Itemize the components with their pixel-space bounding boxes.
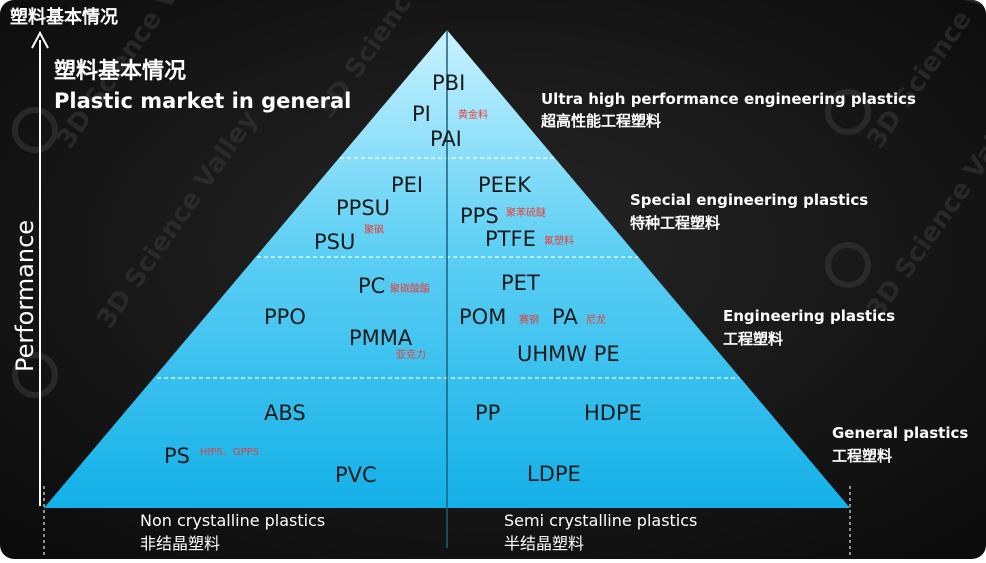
tier-label-ultra-en: Ultra high performance engineering plast… (541, 90, 916, 108)
tier-label-special-en: Special engineering plastics (630, 191, 868, 209)
material-label: PPO (264, 305, 306, 329)
semicrystalline-en: Semi crystalline plastics (504, 511, 697, 530)
material-label: POM (459, 305, 506, 329)
corner-title: 塑料基本情况 (10, 6, 118, 28)
material-note: 聚砜 (364, 224, 384, 236)
tier-label-ultra-cn: 超高性能工程塑料 (540, 112, 661, 130)
material-label: PP (475, 401, 500, 425)
material-label: PEEK (478, 173, 532, 197)
material-note: HIPS、GPPS (200, 447, 259, 458)
tier-label-engineering-en: Engineering plastics (723, 307, 895, 325)
crystallinity-labels: Non crystalline plastics 非结晶塑料 Semi crys… (140, 511, 697, 553)
tier-label-general-en: General plastics (832, 424, 968, 442)
material-label: PS (164, 444, 190, 468)
tier-ultra-materials: PBI PI PAI (412, 71, 465, 151)
material-label: PPS (460, 204, 499, 228)
watermark-logos (12, 89, 871, 398)
material-label: PMMA (349, 326, 413, 350)
axis-arrow-icon (31, 30, 49, 49)
tier-general-materials: ABS PS PVC PP HDPE LDPE (164, 401, 642, 487)
material-note: 聚苯硫醚 (506, 206, 546, 219)
noncrystalline-cn: 非结晶塑料 (140, 534, 220, 553)
material-label: PEI (391, 173, 423, 197)
tier-label-general-cn: 工程塑料 (832, 447, 892, 465)
material-label: UHMW PE (517, 342, 620, 366)
material-label: ABS (264, 401, 306, 425)
noncrystalline-en: Non crystalline plastics (140, 511, 325, 530)
material-label: PVC (335, 463, 377, 487)
material-label: PTFE (485, 227, 536, 251)
material-note: 黄金料 (458, 108, 488, 121)
watermark-logo-icon (12, 107, 58, 153)
material-label: PAI (430, 127, 462, 151)
material-label: HDPE (584, 401, 642, 425)
material-label: LDPE (527, 462, 581, 486)
material-label: PA (552, 305, 578, 329)
tier-special-notes: 聚砜 聚苯硫醚 氟塑料 (364, 206, 574, 247)
material-label: PPSU (336, 196, 390, 220)
tier-labels: Ultra high performance engineering plast… (540, 90, 968, 465)
material-note: 尼龙 (586, 313, 606, 326)
tier-label-special-cn: 特种工程塑料 (630, 214, 720, 232)
material-label: PC (358, 274, 385, 298)
material-note: 赛钢 (519, 313, 539, 326)
tier-special-materials: PEI PPSU PSU PEEK PPS PTFE (314, 173, 536, 254)
tier-engineering-materials: PC PPO PMMA PET POM PA UHMW PE (264, 271, 620, 366)
material-label: PI (412, 102, 431, 126)
watermark-logo-icon (825, 89, 871, 135)
title-cn: 塑料基本情况 (54, 58, 186, 84)
material-label: PET (501, 271, 540, 295)
tier-engineering-notes: 聚碳酸酯 亚克力 赛钢 尼龙 (390, 282, 606, 361)
watermark-logo-icon (825, 242, 871, 288)
semicrystalline-cn: 半结晶塑料 (504, 534, 584, 553)
title-en: Plastic market in general (54, 89, 351, 113)
tier-label-engineering-cn: 工程塑料 (723, 330, 783, 348)
material-label: PSU (314, 230, 355, 254)
material-label: PBI (432, 71, 465, 95)
material-note: 亚克力 (396, 348, 426, 361)
material-note: 聚碳酸酯 (390, 282, 430, 295)
watermark-logo-icon (12, 352, 58, 398)
material-note: 氟塑料 (544, 234, 574, 247)
axis-label: Performance (11, 220, 39, 372)
